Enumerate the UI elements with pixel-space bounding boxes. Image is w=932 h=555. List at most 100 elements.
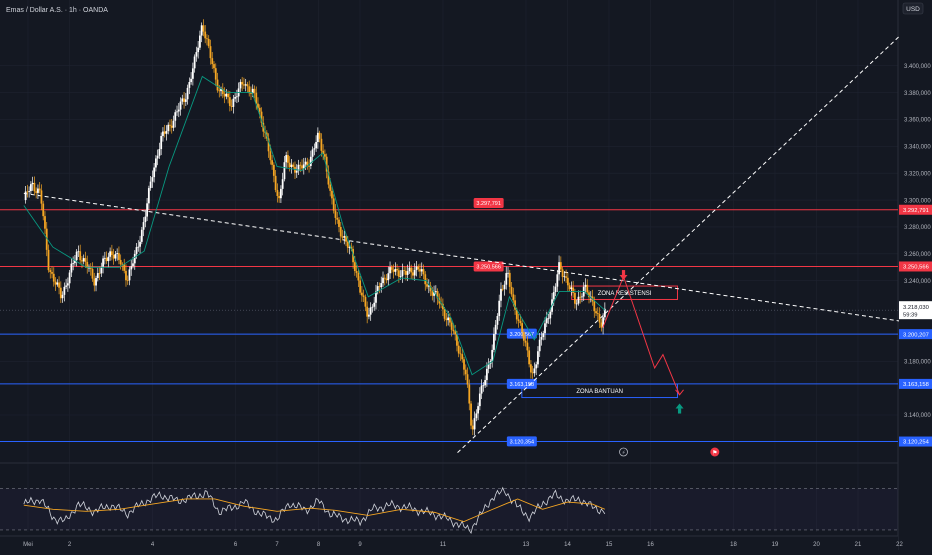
markers: ⚡ ⚑ <box>619 447 720 457</box>
candle-body <box>373 302 376 307</box>
time-tick-label: 14 <box>564 542 571 548</box>
candle-body <box>355 271 358 273</box>
horizontal-levels: 3.297,7913.250,5663.200,5673.163,1583.12… <box>0 198 898 447</box>
price-tick-label: 3.380,000 <box>904 91 931 97</box>
candle-body <box>126 280 129 282</box>
candle-body <box>225 93 228 97</box>
candle-body <box>324 154 326 157</box>
candle-body <box>408 267 411 272</box>
time-tick-label: 2 <box>68 542 72 548</box>
candle-body <box>450 322 453 330</box>
rsi-line <box>23 486 606 535</box>
candle-body <box>449 317 451 323</box>
candle-body <box>598 313 601 323</box>
candle-body <box>302 164 305 169</box>
rsi-pane: 80,0060,0040,00 <box>0 476 920 535</box>
down-arrow-icon <box>621 270 626 276</box>
candle-body <box>375 291 377 303</box>
price-axis-background <box>899 0 932 550</box>
candle-body <box>295 170 298 173</box>
level-price-tag <box>899 329 932 340</box>
candle-body <box>556 274 559 287</box>
candle-body <box>478 393 481 407</box>
candle-body <box>262 122 265 132</box>
candle-body <box>276 189 279 196</box>
candle-body <box>501 288 504 290</box>
candle-body <box>278 195 281 199</box>
time-tick-label: 9 <box>358 542 362 548</box>
time-axis[interactable]: Mei246789111314151618192021222325272829 <box>0 535 932 550</box>
candle-body <box>204 31 207 39</box>
inline-price-tag <box>506 378 537 389</box>
candle-body <box>415 266 418 271</box>
candle-body <box>466 374 469 385</box>
candle-body <box>49 270 52 272</box>
candle-body <box>540 337 543 340</box>
level-price-tag <box>899 378 932 389</box>
inline-price-tag <box>506 436 537 447</box>
price-tick-label: 3.300,000 <box>904 198 931 204</box>
candle-body <box>360 292 363 296</box>
candle-body <box>228 97 231 106</box>
candle-body <box>401 270 404 277</box>
currency-button[interactable] <box>902 2 924 15</box>
candle-body <box>149 181 152 189</box>
candle-body <box>230 105 233 107</box>
candle-body <box>288 162 291 167</box>
candle-body <box>109 251 112 257</box>
candle-body <box>301 165 303 169</box>
candle-body <box>503 284 506 290</box>
projection-path <box>602 275 681 396</box>
candle-body <box>385 278 388 281</box>
candle-body <box>403 270 406 271</box>
candle-body <box>309 156 312 166</box>
time-tick-label: 18 <box>730 542 737 548</box>
candle-body <box>368 314 370 317</box>
candle-body <box>195 52 198 57</box>
candle-body <box>440 303 443 305</box>
candle-body <box>306 161 309 166</box>
time-axis-background <box>0 536 898 550</box>
candle-body <box>369 307 372 315</box>
candle-body <box>563 276 566 278</box>
candle-body <box>593 301 596 312</box>
inline-price-label: 3.297,791 <box>476 201 500 207</box>
price-axis[interactable]: 3.400,000 3.380,000 3.360,000 3.340,000 3.32… <box>899 0 932 550</box>
currency-label: USD <box>906 6 920 13</box>
candle-body <box>320 138 323 151</box>
candle-body <box>272 164 275 176</box>
candle-body <box>517 319 520 322</box>
candle-body <box>68 272 71 284</box>
candle-body <box>473 418 476 430</box>
candle-body <box>56 282 59 285</box>
candle-body <box>214 68 217 80</box>
candle-body <box>66 283 69 286</box>
candle-body <box>118 253 120 260</box>
candle-body <box>537 351 539 365</box>
candle-body <box>140 229 143 242</box>
candle-body <box>165 130 168 134</box>
candle-body <box>496 316 499 325</box>
time-tick-label: 8 <box>317 542 321 548</box>
candle-body <box>480 385 483 394</box>
candle-body <box>459 353 462 355</box>
candle-body <box>125 270 127 281</box>
candle-body <box>315 142 318 149</box>
inline-price-label: 3.120,354 <box>510 440 534 446</box>
candle-body <box>417 266 420 270</box>
candle-body <box>405 270 407 275</box>
candle-body <box>378 286 381 288</box>
candle-body <box>72 263 75 264</box>
countdown-label: 59:39 <box>903 312 918 318</box>
level-price-tag <box>899 204 932 215</box>
candle-body <box>519 321 522 324</box>
candle-body <box>75 251 78 261</box>
candle-body <box>362 295 365 297</box>
candle-body <box>445 318 448 321</box>
candle-body <box>206 38 208 40</box>
candle-body <box>105 257 108 262</box>
candle-body <box>146 203 148 217</box>
candle-body <box>267 138 270 152</box>
